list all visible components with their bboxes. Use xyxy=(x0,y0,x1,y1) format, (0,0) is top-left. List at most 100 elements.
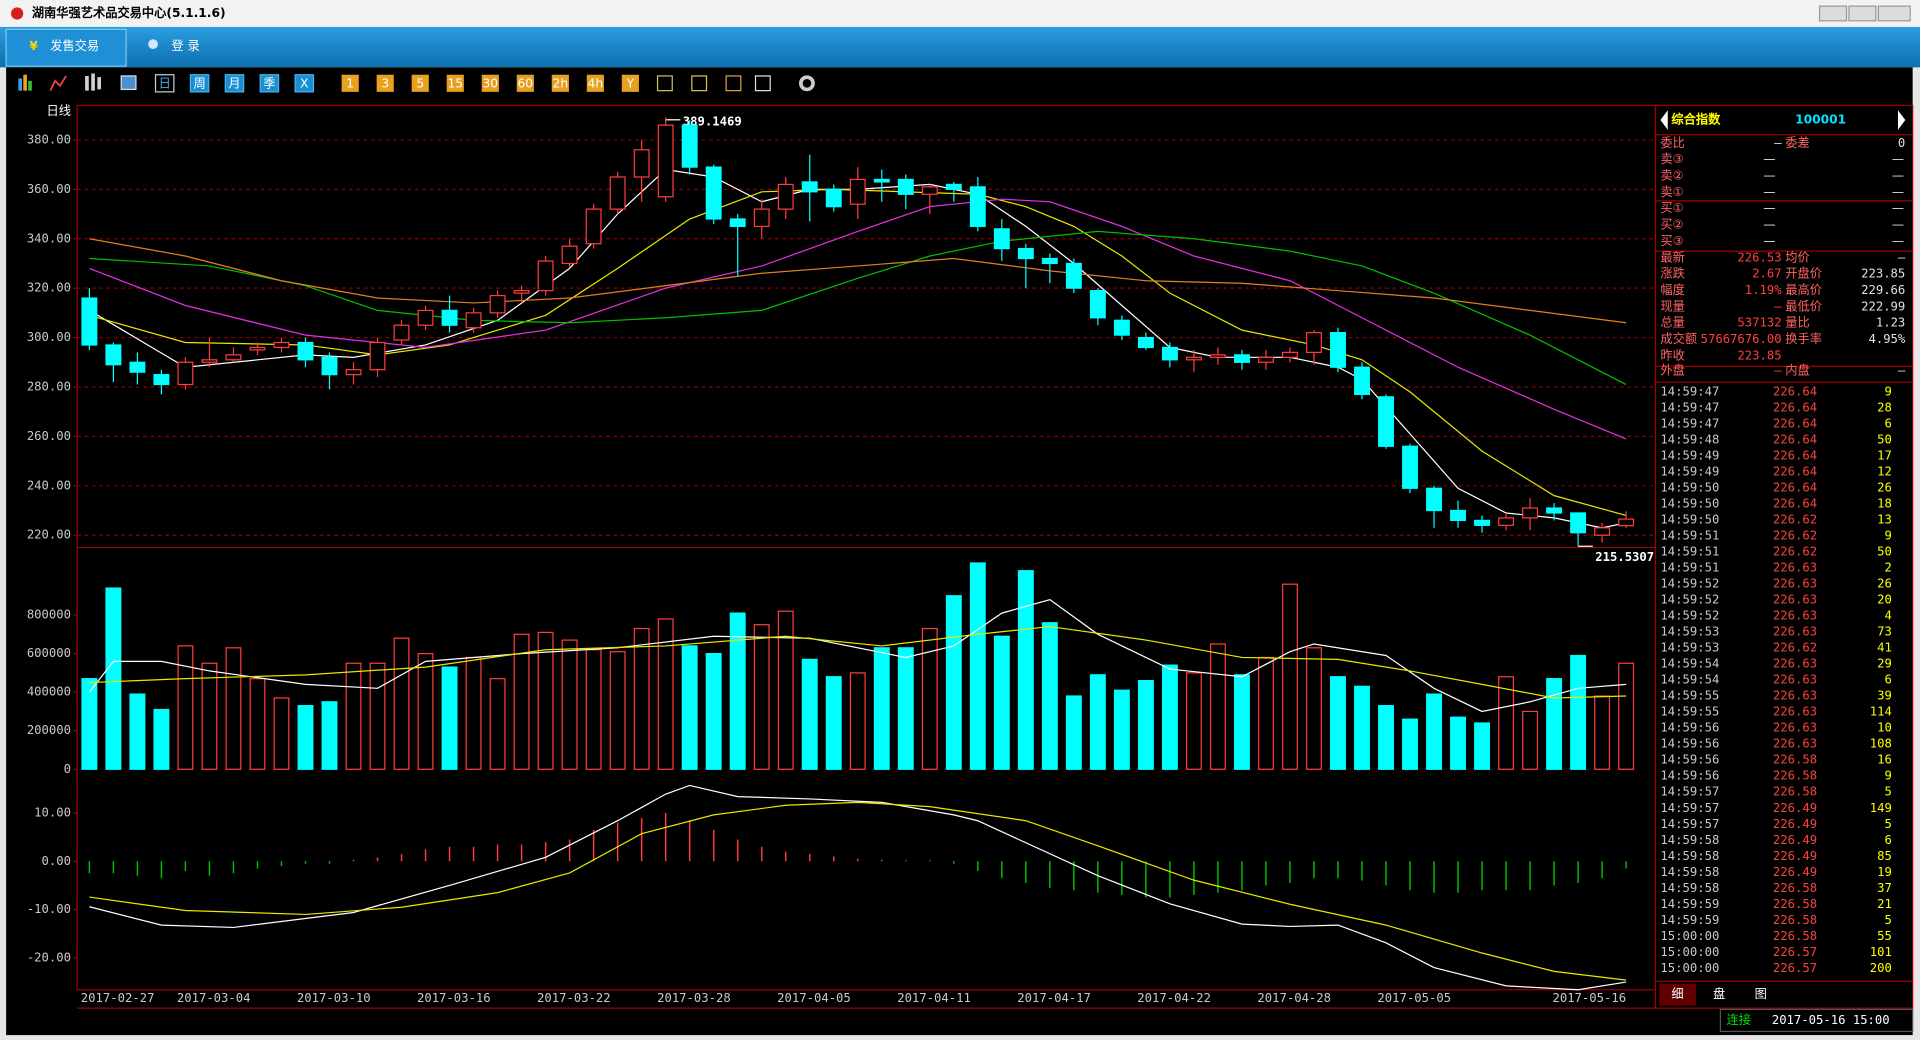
tick-time: 14:59:52 xyxy=(1660,593,1719,607)
period-button[interactable] xyxy=(224,74,245,93)
tab-label[interactable]: 发售交易 xyxy=(50,38,99,53)
period-label[interactable]: 30 xyxy=(482,76,498,90)
candle-body xyxy=(1306,332,1322,354)
quote-label: 现量 xyxy=(1660,299,1684,313)
minimize-button[interactable] xyxy=(1818,5,1848,22)
period-label[interactable]: 5 xyxy=(416,76,424,90)
volume-bar xyxy=(585,649,602,770)
tool-icon[interactable] xyxy=(656,75,673,92)
candle-body xyxy=(633,149,650,178)
candle-body xyxy=(249,346,266,351)
period-label[interactable]: 1 xyxy=(346,76,354,90)
close-button[interactable] xyxy=(1877,5,1911,22)
icon[interactable] xyxy=(120,75,137,91)
quote-value: — xyxy=(1763,234,1775,248)
period-button[interactable] xyxy=(586,74,604,92)
icon[interactable] xyxy=(23,74,27,91)
prev-arrow[interactable] xyxy=(1660,110,1668,130)
volume-bar xyxy=(1426,693,1442,770)
volume-bar xyxy=(1546,678,1563,770)
period-button[interactable] xyxy=(376,74,394,92)
tab-active[interactable] xyxy=(1659,983,1696,1006)
tick-price: 226.64 xyxy=(1773,417,1817,431)
panel-tab[interactable]: 盘 xyxy=(1713,986,1725,1001)
tick-volume: 19 xyxy=(1877,865,1892,879)
period-button[interactable] xyxy=(341,74,359,92)
quote-value: — xyxy=(1892,152,1904,166)
tick-time: 14:59:56 xyxy=(1660,769,1719,783)
tick-volume: 101 xyxy=(1870,945,1892,959)
volume-bar xyxy=(633,627,650,770)
ma-line xyxy=(89,801,1627,981)
quote-value: 229.66 xyxy=(1861,283,1905,297)
period-label[interactable]: 2h xyxy=(553,76,569,90)
candle-body xyxy=(1137,336,1154,349)
tool-icon[interactable] xyxy=(691,75,708,92)
volume-bar xyxy=(561,639,578,770)
settings-icon[interactable] xyxy=(798,75,815,92)
quote-value: — xyxy=(1763,152,1775,166)
tick-time: 14:59:58 xyxy=(1660,849,1719,863)
period-button[interactable] xyxy=(621,74,639,92)
period-button[interactable] xyxy=(551,74,569,92)
quote-value: — xyxy=(1774,364,1782,378)
period-label[interactable]: 季 xyxy=(263,76,275,90)
volume-bar xyxy=(849,672,866,770)
volume-bar xyxy=(1089,674,1106,770)
period-button[interactable] xyxy=(154,74,175,93)
quote-label: 总量 xyxy=(1660,316,1684,330)
period-button[interactable] xyxy=(189,74,210,93)
icon[interactable] xyxy=(28,80,32,91)
next-arrow[interactable] xyxy=(1897,110,1906,130)
quote-label: 最新 xyxy=(1660,249,1684,264)
icon[interactable] xyxy=(85,73,102,91)
period-label[interactable]: 4h xyxy=(588,76,604,90)
period-label[interactable]: Y xyxy=(626,76,635,90)
candle-body xyxy=(1402,445,1418,489)
period-label[interactable]: 3 xyxy=(381,76,389,90)
tick-price: 226.64 xyxy=(1773,400,1817,414)
tick-volume: 5 xyxy=(1884,913,1891,927)
panel-tab[interactable]: 细 xyxy=(1671,987,1683,1001)
tab-label[interactable]: 登 录 xyxy=(171,38,199,53)
y-tick-label: 400000 xyxy=(27,685,71,699)
icon[interactable] xyxy=(49,75,67,92)
icon[interactable] xyxy=(18,78,23,91)
period-button[interactable] xyxy=(516,74,534,92)
period-label[interactable]: 月 xyxy=(228,76,240,90)
period-button[interactable] xyxy=(294,74,315,93)
period-label[interactable]: 60 xyxy=(518,76,534,90)
tab-active[interactable] xyxy=(5,28,127,67)
period-label[interactable]: 15 xyxy=(447,76,463,90)
period-label[interactable]: 周 xyxy=(193,76,205,90)
quote-label: 委比 xyxy=(1660,136,1684,150)
panel-tab[interactable]: 图 xyxy=(1755,987,1767,1001)
period-label[interactable]: 日 xyxy=(159,76,171,90)
volume-bar xyxy=(1378,705,1394,770)
candle-body xyxy=(1257,356,1274,363)
tick-time: 14:59:57 xyxy=(1660,817,1719,831)
candle-body xyxy=(1065,262,1082,289)
tick-time: 14:59:49 xyxy=(1660,449,1719,463)
candle-body xyxy=(417,309,434,326)
period-button[interactable] xyxy=(259,74,280,93)
volume-bar xyxy=(489,678,506,770)
tick-time: 14:59:55 xyxy=(1660,689,1719,703)
period-button[interactable] xyxy=(481,74,499,92)
candle-body xyxy=(393,324,410,341)
period-button[interactable] xyxy=(446,74,464,92)
tick-price: 226.62 xyxy=(1773,513,1817,527)
volume-bar xyxy=(1065,695,1082,770)
chart-title: 日线 xyxy=(47,104,71,118)
tab-bar xyxy=(0,26,1920,68)
tool-icon[interactable] xyxy=(754,75,771,92)
period-button[interactable] xyxy=(411,74,429,92)
tick-volume: 39 xyxy=(1877,689,1892,703)
candle-body xyxy=(225,354,242,361)
period-label[interactable]: X xyxy=(300,76,308,90)
quote-value: 222.99 xyxy=(1861,299,1905,313)
maximize-button[interactable] xyxy=(1848,5,1877,22)
tick-price: 226.49 xyxy=(1773,849,1817,863)
tool-icon[interactable] xyxy=(725,75,742,92)
